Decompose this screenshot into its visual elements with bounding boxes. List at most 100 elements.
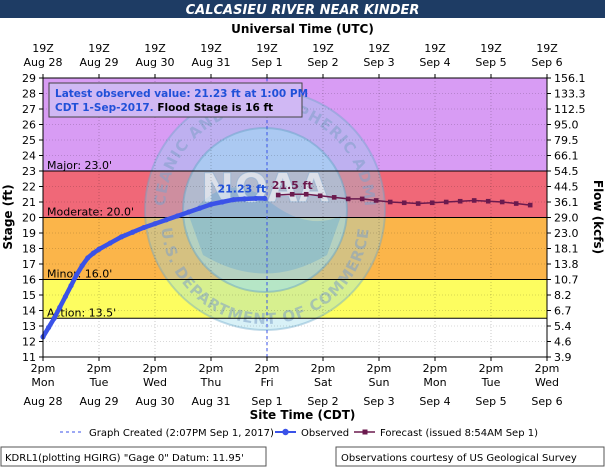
top-tick-time: 19Z: [144, 42, 166, 55]
left-tick-label: 15: [22, 289, 36, 302]
bottom-tick-time: 2pm: [423, 362, 448, 375]
info-box-line2: CDT 1-Sep-2017. Flood Stage is 16 ft: [55, 102, 273, 114]
bottom-tick-time: 2pm: [87, 362, 112, 375]
bottom-tick-date: Sep 1: [251, 395, 282, 408]
observed-point: [253, 195, 259, 202]
observed-point: [130, 229, 136, 235]
legend-created-label: Graph Created (2:07PM Sep 1, 2017): [89, 428, 274, 439]
top-tick-time: 19Z: [32, 42, 54, 55]
forecast-point: [373, 198, 379, 203]
bottom-tick-time: 2pm: [255, 362, 280, 375]
bottom-tick-day: Fri: [260, 376, 273, 389]
forecast-point: [457, 198, 463, 204]
top-tick-time: 19Z: [200, 42, 222, 55]
band-action: [43, 318, 547, 357]
footer-left-text: KDRL1(plotting HGIRG) "Gage 0" Datum: 11…: [5, 453, 244, 464]
info-box-line2-flood: Flood Stage is 16 ft: [154, 102, 273, 114]
legend-forecast-marker: [362, 429, 368, 435]
right-axis-ticks: 3.9 4.6 5.4 6.7 8.2 10.7 13.8 18.1 23.0 29.0 36.1 4…: [547, 72, 586, 364]
observed-point: [174, 213, 180, 219]
bottom-tick-day: Tue: [481, 376, 501, 389]
top-tick-date: Sep 4: [419, 56, 450, 69]
bottom-tick-time: 2pm: [367, 362, 392, 375]
grid-lines: [43, 78, 547, 357]
forecast-point: [429, 200, 435, 206]
footer-left-box: [0, 446, 267, 467]
left-tick-label: 22: [22, 181, 36, 194]
right-tick-label: 4.6: [554, 336, 572, 349]
left-tick-label: 12: [22, 336, 36, 349]
forecast-point: [527, 202, 533, 208]
observed-point: [208, 201, 214, 207]
top-tick-time: 19Z: [536, 42, 558, 55]
annotations: 21.23 ft 21.5 ft: [217, 179, 312, 196]
info-box: Latest observed value: 21.23 ft at 1:00 …: [48, 82, 308, 118]
forecast-point: [345, 196, 351, 202]
bottom-tick-day: Wed: [535, 376, 559, 389]
left-tick-label: 25: [22, 134, 36, 147]
footer-right-box: [335, 446, 605, 467]
bottom-axis-label: Site Time (CDT): [250, 408, 356, 422]
bottom-tick-day: Mon: [423, 376, 446, 389]
top-tick-date: Sep 3: [363, 56, 394, 69]
left-tick-label: 27: [22, 103, 36, 116]
top-tick-time: 19Z: [368, 42, 390, 55]
observed-point: [141, 224, 147, 231]
bottom-tick-date: Sep 6: [531, 395, 562, 408]
bottom-tick-day: Sat: [314, 376, 333, 389]
observed-point: [118, 234, 124, 240]
right-tick-label: 79.5: [554, 134, 579, 147]
top-tick-time: 19Z: [480, 42, 502, 55]
right-tick-label: 3.9: [554, 351, 572, 364]
right-tick-label: 112.5: [554, 103, 586, 116]
bottom-tick-date: Aug 29: [80, 395, 119, 408]
top-tick-time: 19Z: [424, 42, 446, 55]
bottom-tick-day: Wed: [143, 376, 167, 389]
left-tick-label: 11: [22, 351, 36, 364]
top-tick-date: Sep 2: [307, 56, 338, 69]
info-box-frame: [48, 82, 303, 118]
observed-point: [62, 293, 68, 300]
left-tick-label: 21: [22, 196, 36, 209]
right-axis-label: Flow (kcfs): [591, 180, 605, 254]
right-tick-label: 95.0: [554, 119, 579, 132]
observed-point: [51, 315, 57, 321]
forecast-point: [415, 201, 421, 206]
observed-point: [57, 304, 63, 310]
observed-point: [96, 246, 102, 252]
observed-point: [46, 324, 52, 331]
series-layer: [40, 191, 533, 340]
left-tick-label: 16: [22, 274, 36, 287]
right-tick-label: 29.0: [554, 212, 579, 225]
left-tick-label: 23: [22, 165, 36, 178]
observed-point: [186, 209, 192, 215]
right-tick-label: 13.8: [554, 258, 579, 271]
legend: Graph Created (2:07PM Sep 1, 2017) Obser…: [60, 428, 538, 439]
annotation-label: 21.23 ft: [217, 183, 266, 196]
left-axis-label: Stage (ft): [1, 184, 15, 249]
left-axis-ticks: 11 12 13 14 15 16 17 18 19 20 21 22 23 24 25 26 27 28 29: [22, 72, 43, 364]
right-tick-label: 8.2: [554, 289, 572, 302]
right-tick-label: 133.3: [554, 88, 586, 101]
right-tick-label: 44.5: [554, 181, 579, 194]
observed-point: [152, 221, 158, 227]
bottom-tick-time: 2pm: [31, 362, 56, 375]
right-tick-label: 66.1: [554, 150, 579, 163]
bottom-tick-day: Mon: [31, 376, 54, 389]
left-tick-label: 24: [22, 150, 36, 163]
right-tick-label: 6.7: [554, 305, 572, 318]
forecast-point: [443, 199, 449, 205]
left-tick-label: 14: [22, 305, 36, 318]
observed-point: [90, 250, 96, 256]
observed-point: [107, 240, 113, 246]
forecast-point: [275, 192, 281, 198]
right-tick-label: 5.4: [554, 320, 572, 333]
top-tick-time: 19Z: [312, 42, 334, 55]
forecast-point: [471, 198, 477, 203]
observed-point: [68, 283, 74, 289]
top-tick-date: Sep 5: [475, 56, 506, 69]
forecast-point: [499, 199, 505, 205]
right-tick-label: 156.1: [554, 72, 586, 85]
bottom-tick-date: Sep 3: [363, 395, 394, 408]
right-tick-label: 10.7: [554, 274, 579, 287]
